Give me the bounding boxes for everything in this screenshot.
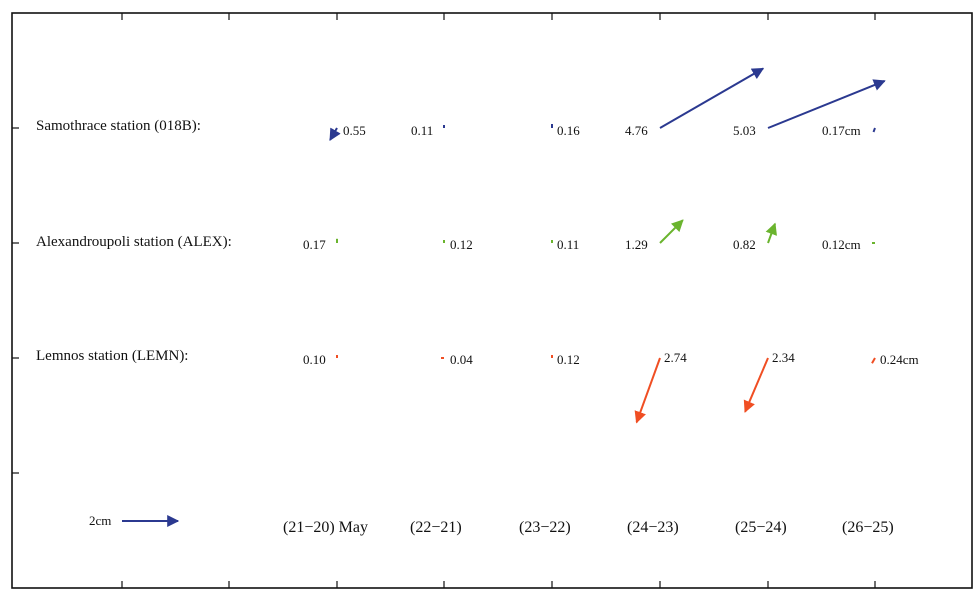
period-label: (25−24)	[735, 519, 787, 536]
plot-frame	[11, 12, 973, 589]
displacement-vector	[767, 79, 886, 129]
magnitude-label: 2.34	[772, 350, 795, 365]
magnitude-label: 0.04	[450, 352, 473, 367]
displacement-vector	[634, 357, 661, 424]
magnitude-label: 0.82	[733, 237, 756, 252]
displacement-vector	[872, 127, 876, 133]
displacement-vector	[743, 357, 769, 413]
period-label: (21−20) May	[283, 519, 368, 536]
magnitude-label: 2.74	[664, 350, 687, 365]
magnitude-label: 0.11	[411, 123, 433, 138]
magnitude-label: 5.03	[733, 123, 756, 138]
displacement-vectors	[329, 67, 886, 424]
magnitude-label: 0.11	[557, 237, 579, 252]
magnitude-label: 0.12	[557, 352, 580, 367]
magnitude-label: 0.12	[450, 237, 473, 252]
magnitude-label: 1.29	[625, 237, 648, 252]
top-tick-marks	[121, 13, 876, 20]
period-label: (23−22)	[519, 519, 571, 536]
magnitude-label: 0.12cm	[822, 237, 861, 252]
magnitude-label: 0.24cm	[880, 352, 919, 367]
displacement-vector	[659, 67, 765, 129]
displacement-vector	[765, 222, 777, 244]
magnitude-label: 0.55	[343, 123, 366, 138]
period-label: (22−21)	[410, 519, 462, 536]
left-tick-marks	[12, 127, 19, 474]
magnitude-label: 4.76	[625, 123, 648, 138]
displacement-vector	[329, 127, 341, 141]
station-label-alexandroupoli: Alexandroupoli station (ALEX):	[36, 234, 232, 250]
bottom-tick-marks	[121, 581, 876, 588]
station-label-samothrace: Samothrace station (018B):	[36, 118, 201, 134]
scale-label: 2cm	[89, 513, 111, 528]
displacement-vector	[659, 219, 684, 244]
magnitude-label: 0.17	[303, 237, 326, 252]
magnitude-label: 0.10	[303, 352, 326, 367]
station-label-lemnos: Lemnos station (LEMN):	[36, 348, 188, 364]
magnitude-label: 0.16	[557, 123, 580, 138]
magnitude-label: 0.17cm	[822, 123, 861, 138]
period-label: (26−25)	[842, 519, 894, 536]
period-label: (24−23)	[627, 519, 679, 536]
displacement-vector	[871, 357, 876, 364]
